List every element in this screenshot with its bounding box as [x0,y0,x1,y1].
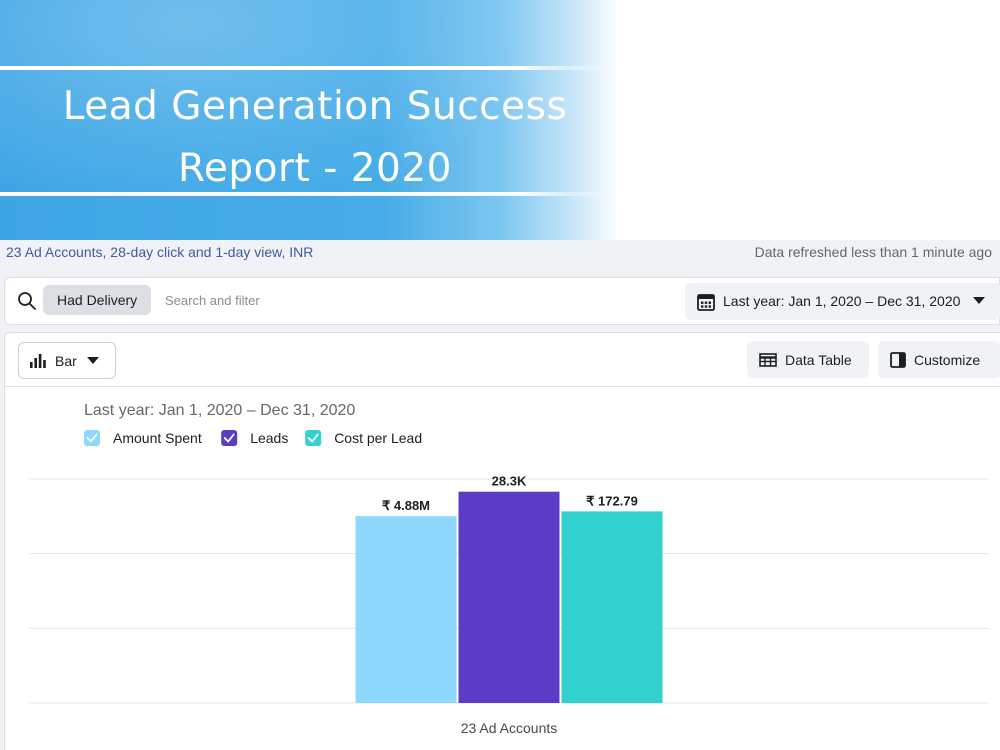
legend-label: Amount Spent [113,430,202,446]
chart-toolbar: Bar Data Table [5,333,1000,387]
filter-bar: Had Delivery Last year: Jan 1, 2020 – De… [4,277,1000,325]
banner-title: Lead Generation Success Report - 2020 [0,76,630,200]
chart-card: Bar Data Table [4,332,1000,750]
banner-rule-top [0,66,610,70]
legend-item[interactable]: Cost per Lead [305,430,422,446]
date-range-picker[interactable]: Last year: Jan 1, 2020 – Dec 31, 2020 [685,283,1000,320]
legend-item[interactable]: Amount Spent [84,430,202,446]
chart-bars [355,491,663,703]
legend-checkbox[interactable] [84,430,100,446]
report-scope: 23 Ad Accounts, 28-day click and 1-day v… [6,244,314,260]
date-range-label: Last year: Jan 1, 2020 – Dec 31, 2020 [723,293,961,309]
chevron-down-icon [86,356,99,364]
search-input[interactable] [165,287,465,313]
data-table-label: Data Table [785,351,852,368]
banner-title-line-2: Report - 2020 [178,146,452,191]
legend-label: Cost per Lead [334,430,422,446]
x-axis-category-label: 23 Ad Accounts [461,720,558,736]
customize-button[interactable]: Customize [878,341,1000,378]
check-icon [223,433,235,443]
filter-chip-had-delivery[interactable]: Had Delivery [43,285,152,315]
banner-title-line-1: Lead Generation Success [62,84,568,129]
chart-data-labels: ₹ 4.88M 28.3K ₹ 172.79 [382,474,638,513]
check-icon [86,433,98,443]
banner-shine [0,0,620,240]
legend-item[interactable]: Leads [221,430,288,446]
legend-checkbox[interactable] [305,430,322,446]
refresh-status: Data refreshed less than 1 minute ago [754,244,992,260]
bar-chart-icon [30,353,46,368]
bar-value-label: 28.3K [492,474,527,489]
legend-label: Leads [250,430,288,446]
customize-label: Customize [914,351,981,368]
calendar-icon [697,294,715,311]
check-icon [307,433,319,443]
bar-value-label: ₹ 4.88M [382,498,430,513]
chart-subtitle: Last year: Jan 1, 2020 – Dec 31, 2020 [84,402,355,419]
table-icon [759,352,777,367]
bar[interactable] [458,491,560,703]
report-banner: Lead Generation Success Report - 2020 [0,0,1000,240]
panel-icon [890,351,906,368]
data-table-button[interactable]: Data Table [747,341,869,378]
legend-checkbox[interactable] [221,430,238,446]
bar[interactable] [561,511,663,703]
chart-type-dropdown[interactable]: Bar [18,342,116,379]
report-panel: 23 Ad Accounts, 28-day click and 1-day v… [0,240,1000,750]
bar-value-label: ₹ 172.79 [586,493,638,508]
chevron-down-icon [973,297,985,304]
bar-chart: Last year: Jan 1, 2020 – Dec 31, 2020 Am… [29,402,989,736]
chart-type-label: Bar [55,352,77,369]
banner-rule-bottom [0,192,610,196]
bar[interactable] [355,516,457,703]
chart-legend: Amount Spent Leads Cost per Lead [84,430,422,446]
search-icon[interactable] [17,291,37,311]
